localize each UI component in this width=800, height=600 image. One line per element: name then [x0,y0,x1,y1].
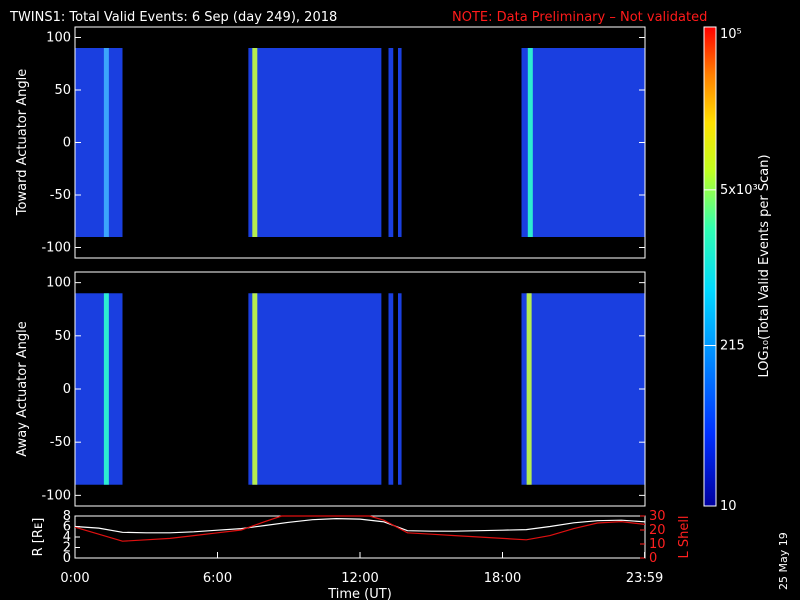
panel-away-ylabel: Away Actuator Angle [15,321,30,456]
x-tick-label: 0:00 [60,571,89,586]
ytick-label: -50 [50,435,71,450]
ytick-label: 0 [63,136,71,151]
x-tick-label: 18:00 [484,571,521,586]
ytick-label: -50 [50,188,71,203]
panel-away: 100 50 0 -50 -100 Away Actuator Angle [15,271,646,507]
colorbar-tick-label: 10⁵ [720,27,742,42]
colorbar-ticks: 10⁵ 5x10³ 215 10 [704,26,758,514]
r-tick-label: 0 [63,551,71,566]
r-tick-label: 6 [63,520,71,535]
panel-toward-ylabel: Toward Actuator Angle [15,69,30,216]
panel-toward: 100 50 0 -50 -100 Toward Actuator Angle [15,26,646,259]
x-axis-label: Time (UT) [327,587,392,600]
data-segment [398,48,402,237]
r-tick-label: 8 [63,509,71,524]
data-segment [248,293,382,485]
date-stamp: 25 May 19 [777,532,790,590]
panel-away-yticks: 100 50 0 -50 -100 [41,276,645,503]
data-segment [388,293,394,485]
colorbar: 10⁵ 5x10³ 215 10 LOG₁₀(Total Valid Events p… [703,26,772,514]
bright-line [103,293,109,485]
bright-line [252,48,258,237]
r-axis-label: R [Rᴇ] [31,518,46,557]
colorbar-gradient [703,26,717,507]
orbit-line [74,517,646,534]
lshell-tick-label: 10 [649,537,666,552]
r-tick-label: 2 [63,541,71,556]
bright-line [103,48,109,237]
heatmap-away-data [75,293,645,485]
data-segment [388,48,394,237]
lshell-tick-label: 30 [649,509,666,524]
panel-orbit-frame [74,515,646,559]
lshell-tick-label: 0 [649,551,657,566]
data-segment [398,293,402,485]
orbit-line [74,515,646,542]
lshell-tick-label: 20 [649,523,666,538]
r-tick-label: 4 [63,530,71,545]
x-tick-label: 23:59 [626,571,663,586]
x-tick-label: 6:00 [203,571,232,586]
ytick-label: 50 [54,329,71,344]
data-segment [521,48,645,237]
ytick-label: -100 [41,488,71,503]
data-segment [521,293,645,485]
bright-line [252,293,258,485]
ytick-label: 50 [54,83,71,98]
ytick-label: -100 [41,241,71,256]
data-segment [75,293,123,485]
ytick-label: 100 [46,31,71,46]
bright-line [526,293,532,485]
colorbar-label: LOG₁₀(Total Valid Events per Scan) [757,154,772,377]
data-segment [248,48,382,237]
colorbar-tick-label: 5x10³ [720,183,758,198]
orbit-series [74,515,646,542]
x-tick-label: 12:00 [341,571,378,586]
panel-toward-yticks: 100 50 0 -50 -100 [41,31,645,256]
ytick-label: 100 [46,276,71,291]
bright-line [527,48,533,237]
lshell-axis-label: L Shell [677,515,692,558]
data-segment [75,48,123,237]
colorbar-tick-label: 10 [720,499,737,514]
heatmap-toward-data [75,48,645,237]
ytick-label: 0 [63,382,71,397]
chart-title: TWINS1: Total Valid Events: 6 Sep (day 2… [9,10,337,25]
colorbar-tick-label: 215 [720,339,745,354]
note-label: NOTE: Data Preliminary – Not validated [452,10,707,25]
